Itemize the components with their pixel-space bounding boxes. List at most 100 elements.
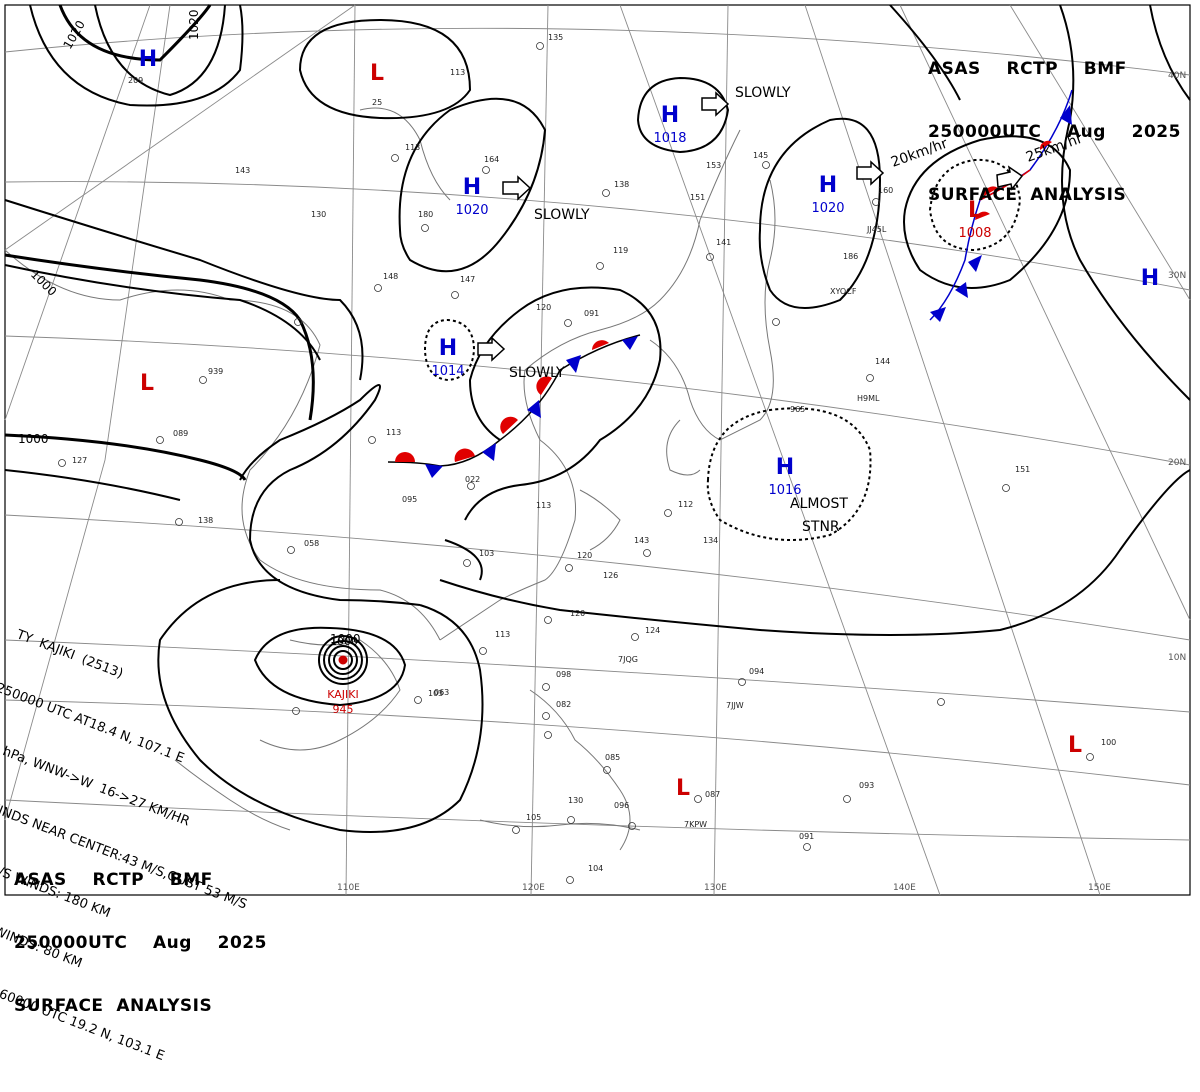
station-label: 091 xyxy=(584,309,599,318)
station-label: 151 xyxy=(690,193,705,202)
station-label: 25 xyxy=(372,98,382,107)
station-label: 082 xyxy=(556,700,571,709)
station-label: 113 xyxy=(405,143,420,152)
high-pressure-center: H xyxy=(819,173,837,198)
station-label: 144 xyxy=(875,357,890,366)
station-label: 120 xyxy=(577,551,592,560)
high-pressure-center: H xyxy=(776,455,794,480)
longitude-label: 140E xyxy=(893,883,916,893)
station-label: 130 xyxy=(311,210,326,219)
station-label: 143 xyxy=(235,166,250,175)
low-pressure-center: L xyxy=(140,371,154,396)
isobar-label: 1020 xyxy=(60,18,87,51)
latitude-label: 30N xyxy=(1168,271,1186,281)
station-label: 096 xyxy=(614,801,629,810)
station-label: 141 xyxy=(716,238,731,247)
station-label: JJ45L xyxy=(866,225,887,234)
station-label: 965 xyxy=(790,405,805,414)
station-label: 151 xyxy=(1015,465,1030,474)
station-label: 113 xyxy=(450,68,465,77)
longitude-label: 120E xyxy=(522,883,545,893)
station-label: 105 xyxy=(526,813,541,822)
station-label: 113 xyxy=(495,630,510,639)
header-line-1: ASAS RCTP BMF xyxy=(14,870,213,890)
isobar-label: 1000 xyxy=(330,632,361,646)
station-label: 104 xyxy=(588,864,603,873)
station-label: 119 xyxy=(613,246,628,255)
header-line-2: 250000UTC Aug 2025 xyxy=(928,122,1181,142)
station-label: 160 xyxy=(878,186,893,195)
pacific-front xyxy=(929,89,1073,322)
high-pressure-center: H xyxy=(463,175,481,200)
isobar-label: 1000 xyxy=(28,267,59,298)
typhoon-name: KAJIKI xyxy=(327,688,359,701)
station-label: 130 xyxy=(568,796,583,805)
stationary-front xyxy=(387,334,641,478)
latitude-label: 10N xyxy=(1168,653,1186,663)
high-pressure-center: H xyxy=(139,47,157,72)
station-label: 120 xyxy=(536,303,551,312)
center-pressure-value: 1020 xyxy=(455,203,488,218)
station-label: 103 xyxy=(479,549,494,558)
station-label: 063 xyxy=(434,688,449,697)
station-label: 113 xyxy=(536,501,551,510)
motion-arrows xyxy=(477,91,1024,362)
station-models xyxy=(58,42,1094,884)
station-label: 091 xyxy=(799,832,814,841)
station-label: 138 xyxy=(614,180,629,189)
center-pressure-value: 1008 xyxy=(958,226,991,241)
latitude-label: 20N xyxy=(1168,458,1186,468)
arrow-slowly-1 xyxy=(502,175,532,201)
station-label: 186 xyxy=(843,252,858,261)
longitude-label: 150E xyxy=(1088,883,1111,893)
typhoon-isobar-label: 1000 xyxy=(330,635,358,648)
station-label: 7JQG xyxy=(618,655,638,664)
dashed-isobars xyxy=(423,158,1022,541)
station-label: 7JJW xyxy=(726,701,744,710)
center-pressure-value: 1018 xyxy=(653,131,686,146)
arrow-slowly-3 xyxy=(477,336,506,362)
map-frame xyxy=(4,4,1191,896)
station-label: 103 xyxy=(428,689,443,698)
isobars xyxy=(4,4,1191,833)
center-pressure-value: 1016 xyxy=(768,483,801,498)
motion-label: SLOWLY xyxy=(735,85,791,101)
motion-label: SLOWLY xyxy=(509,365,565,381)
station-label: XYOCF xyxy=(830,287,857,296)
surface-analysis-map: 1020 1020 1000 1000 1000 H L H 1020 H 1018 H 1020 L 10… xyxy=(4,4,1191,896)
station-label: 209 xyxy=(128,76,143,85)
station-label: 124 xyxy=(645,626,660,635)
motion-label: SLOWLY xyxy=(534,207,590,223)
station-label: 148 xyxy=(383,272,398,281)
lat-lon-grid xyxy=(4,4,1191,896)
longitude-label: 130E xyxy=(704,883,727,893)
station-label: 147 xyxy=(460,275,475,284)
motion-label: STNR xyxy=(802,519,840,535)
arrow-slowly-2 xyxy=(701,91,730,117)
station-label: 085 xyxy=(605,753,620,762)
station-label: 100 xyxy=(1101,738,1116,747)
low-pressure-center: L xyxy=(1068,733,1082,758)
station-label: 138 xyxy=(198,516,213,525)
station-label: 126 xyxy=(603,571,618,580)
station-label: 180 xyxy=(418,210,433,219)
station-label: 112 xyxy=(678,500,693,509)
motion-label: ALMOST xyxy=(790,496,848,512)
station-label: 153 xyxy=(706,161,721,170)
station-label: 022 xyxy=(465,475,480,484)
header-line-1: ASAS RCTP BMF xyxy=(928,59,1127,79)
station-label: 143 xyxy=(634,536,649,545)
station-label: 093 xyxy=(859,781,874,790)
station-label: 120 xyxy=(570,609,585,618)
center-pressure-value: 1020 xyxy=(811,201,844,216)
longitude-label: 110E xyxy=(337,883,360,893)
high-pressure-center: H xyxy=(1141,266,1159,291)
station-label: 134 xyxy=(703,536,718,545)
typhoon-line: 250000 UTC AT18.4 N, 107.1 E xyxy=(0,680,187,767)
station-label: 127 xyxy=(72,456,87,465)
typhoon-pressure: 945 xyxy=(333,703,354,716)
arrow-20kmhr xyxy=(856,160,885,186)
station-label: 087 xyxy=(705,790,720,799)
low-pressure-center: L xyxy=(968,198,982,223)
station-label: 939 xyxy=(208,367,223,376)
